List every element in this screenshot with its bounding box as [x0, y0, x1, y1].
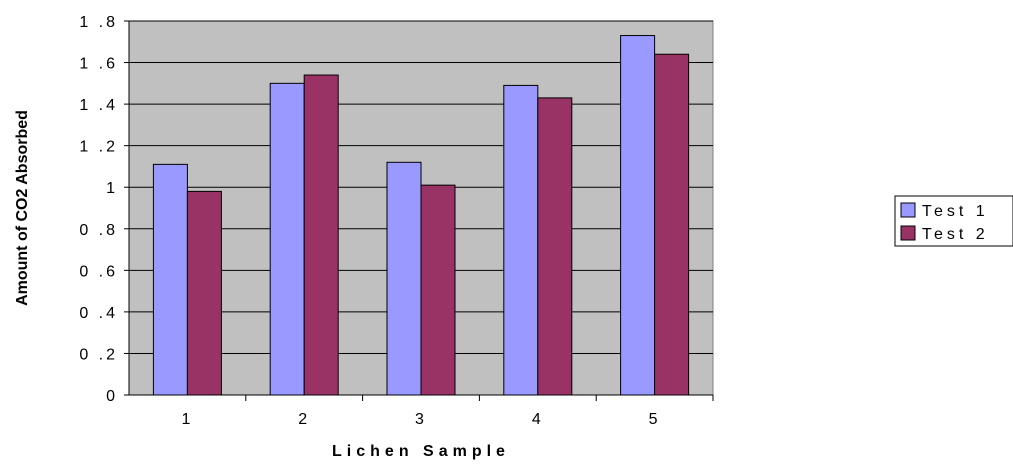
legend-swatch-test-2 — [900, 225, 916, 241]
x-tick-label: 5 — [649, 411, 661, 428]
y-tick-label: 0 .2 — [79, 346, 118, 363]
y-tick-label: 1 .6 — [79, 56, 118, 73]
bar-test-2-sample-4 — [537, 97, 573, 396]
legend: Test 1 Test 2 — [894, 195, 1013, 247]
y-tick-label: 0 .6 — [79, 263, 118, 280]
bar-test-1-sample-2 — [269, 82, 305, 396]
y-tick-label: 1 .8 — [79, 14, 118, 31]
bar-test-1-sample-5 — [620, 35, 656, 396]
x-axis-ticks: 1 2 3 4 5 — [181, 395, 714, 428]
x-axis-title: Lichen Sample — [332, 443, 510, 460]
x-tick-label: 1 — [181, 411, 193, 428]
y-tick-label: 0 .4 — [79, 305, 118, 322]
y-tick-label: 1 — [106, 180, 118, 197]
grid-lines — [129, 20, 713, 354]
legend-label-test-1: Test 1 — [922, 203, 989, 220]
y-axis-title: Amount of CO2 Absorbed — [14, 110, 31, 306]
y-tick-label: 1 .2 — [79, 139, 118, 156]
bar-test-1-sample-3 — [386, 161, 422, 396]
y-tick-label: 0 .8 — [79, 222, 118, 239]
bars — [152, 35, 690, 396]
legend-label-test-2: Test 2 — [922, 226, 989, 243]
bar-test-2-sample-1 — [186, 190, 222, 396]
x-tick-label: 2 — [298, 411, 310, 428]
bar-test-2-sample-3 — [420, 184, 456, 396]
axes — [128, 21, 713, 396]
x-tick-label: 3 — [415, 411, 427, 428]
bar-test-2-sample-5 — [654, 53, 690, 396]
bar-test-1-sample-1 — [152, 163, 188, 396]
y-axis-ticks: 0 0 .2 0 .4 0 .6 0 .8 1 1 .2 1 .4 1 .6 1 .8 — [79, 14, 129, 405]
bar-test-1-sample-4 — [503, 84, 539, 396]
y-tick-label: 1 .4 — [79, 97, 118, 114]
legend-swatch-test-1 — [900, 202, 916, 218]
x-tick-label: 4 — [532, 411, 544, 428]
bar-test-2-sample-2 — [303, 74, 339, 396]
y-tick-label: 0 — [106, 388, 118, 405]
